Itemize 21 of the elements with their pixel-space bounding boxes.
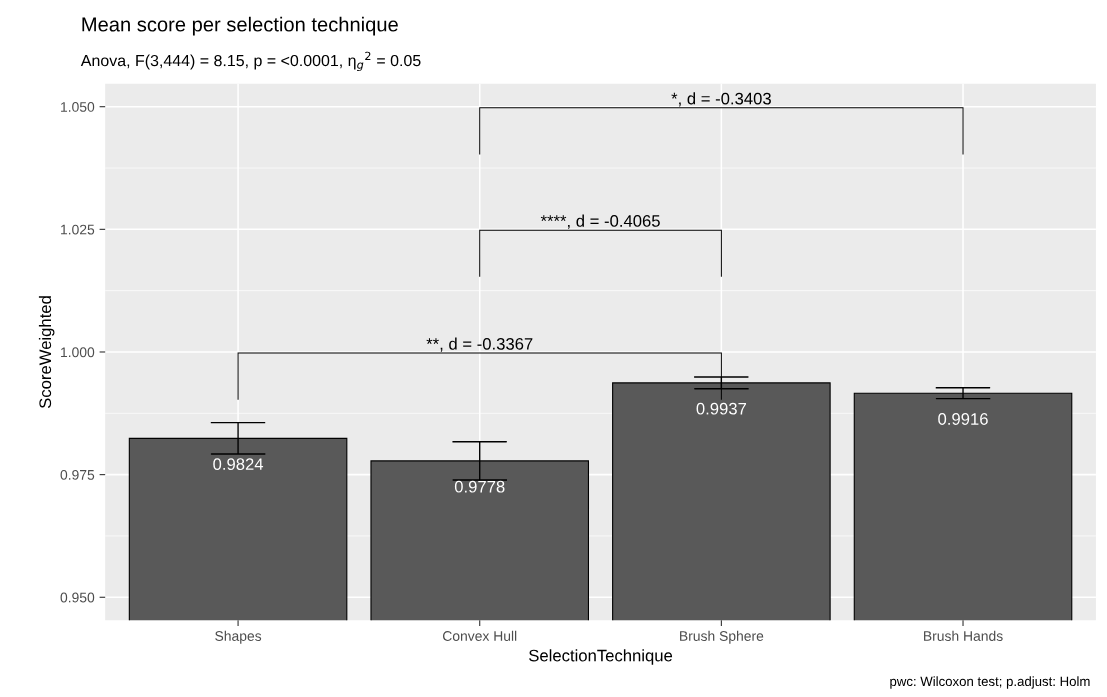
data-label: 0.9778 xyxy=(454,480,505,493)
x-tick-label: Convex Hull xyxy=(442,630,517,641)
y-tick-label: 0.950 xyxy=(60,592,95,603)
x-tick-label: Shapes xyxy=(215,630,262,644)
text: pwc: Wilcoxon test; p.adjust: Holm xyxy=(890,676,1090,689)
y-tick-label: 0.975 xyxy=(60,469,95,480)
annotation: **, d = -0.3367 xyxy=(426,337,533,352)
y-axis-title: ScoreWeighted xyxy=(38,296,55,409)
chart-title: Mean score per selection technique xyxy=(82,16,398,36)
data-label: 0.9937 xyxy=(696,402,747,415)
data-label: 0.9916 xyxy=(938,413,988,425)
x-tick-label: Brush Hands xyxy=(924,630,1003,641)
data-label: 0.9824 xyxy=(213,458,264,471)
annotation: *, d = -0.3403 xyxy=(671,92,771,107)
y-tick-label: 1.025 xyxy=(61,224,95,235)
chart-subtitle: Anova, F(3,444) = 8.15, p = <0.0001, η$_{g}$$^{2}$ = 0.05 xyxy=(80,51,421,72)
annotation: ****, d = -0.4065 xyxy=(540,214,660,229)
x-axis-title: SelectionTechnique xyxy=(529,649,673,665)
y-tick-label: 1.050 xyxy=(61,102,95,112)
x-tick-label: Brush Sphere xyxy=(680,630,764,644)
y-tick-label: 1.000 xyxy=(61,347,95,358)
